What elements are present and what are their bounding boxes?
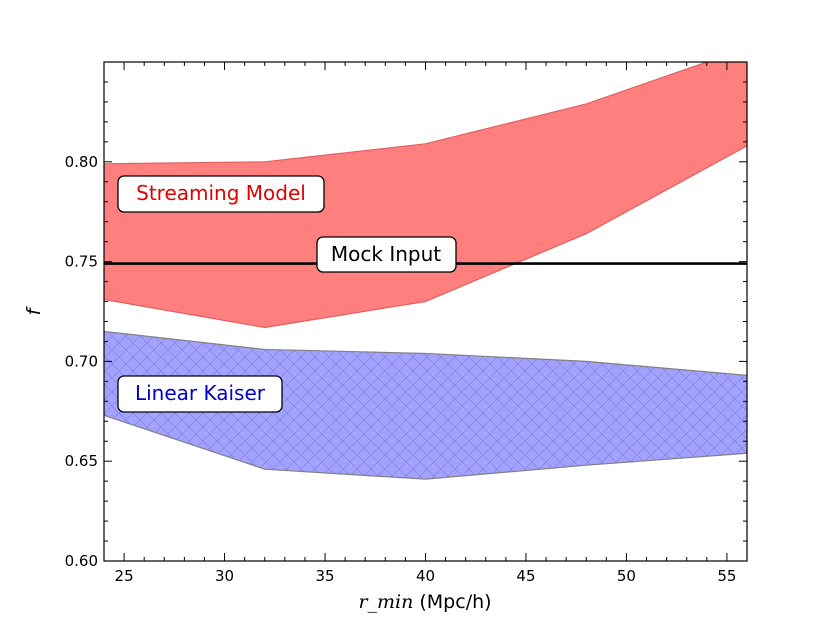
- x-tick-label: 55: [717, 567, 736, 585]
- y-tick-label: 0.70: [65, 352, 98, 370]
- x-tick-label: 30: [215, 567, 234, 585]
- x-axis-symbol: r_min: [358, 591, 413, 613]
- y-tick-label: 0.75: [65, 253, 98, 271]
- svg-text:Mock Input: Mock Input: [331, 242, 441, 266]
- streaming-model-upper-edge: [104, 62, 709, 165]
- y-tick-label: 0.80: [65, 153, 98, 171]
- streaming-model-band: [104, 62, 747, 328]
- x-tick-label: 25: [115, 567, 134, 585]
- plot-frame: [103, 61, 748, 562]
- x-tick-label: 50: [617, 567, 636, 585]
- streaming-model-lower-edge: [104, 145, 747, 329]
- x-tick-label: 35: [315, 567, 334, 585]
- x-tick-label: 45: [516, 567, 535, 585]
- linear-kaiser-hatch: [104, 331, 747, 480]
- x-tick-label: 40: [416, 567, 435, 585]
- y-axis-title: f: [23, 305, 45, 315]
- svg-text:Linear Kaiser: Linear Kaiser: [135, 381, 266, 405]
- streaming-model-label: Streaming Model: [117, 175, 325, 213]
- x-axis-title: r_min (Mpc/h): [358, 591, 491, 613]
- x-axis-units: (Mpc/h): [419, 591, 491, 613]
- linear-kaiser-upper-edge: [104, 330, 747, 376]
- mock-input-label: Mock Input: [316, 236, 457, 273]
- svg-text:Streaming Model: Streaming Model: [136, 181, 306, 205]
- linear-kaiser-label: Linear Kaiser: [117, 375, 283, 413]
- linear-kaiser-lower-edge: [104, 414, 747, 480]
- y-tick-label: 0.65: [65, 452, 98, 470]
- y-tick-label: 0.60: [65, 552, 98, 570]
